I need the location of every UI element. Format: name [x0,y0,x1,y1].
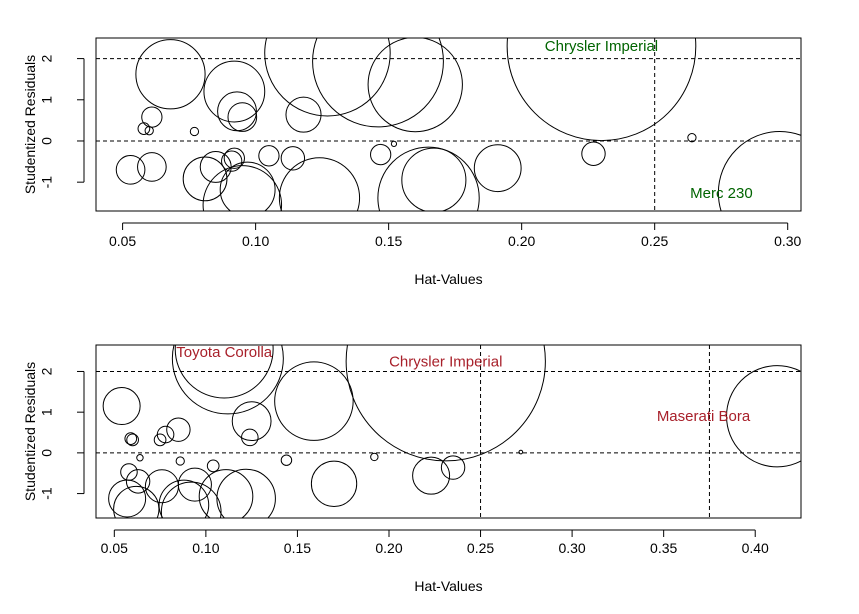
data-point [102,387,141,426]
point-annotation: Chrysler Imperial [389,353,502,370]
x-axis-title: Hat-Values [414,578,482,594]
x-tick-label: 0.30 [558,540,585,556]
data-point [473,144,522,193]
data-point [203,60,266,123]
point-annotation: Toyota Corolla [176,344,273,361]
data-point [141,106,163,128]
data-point [136,454,144,462]
data-point [124,432,138,445]
x-tick-label: 0.20 [508,233,535,249]
data-point [202,165,283,211]
data-point [217,91,257,132]
x-tick-label: 0.05 [101,540,128,556]
data-point [166,417,191,442]
data-point [726,365,801,468]
plot-frame [95,344,802,519]
data-point [280,146,306,171]
point-annotation: Chrysler Imperial [545,38,658,55]
data-point [125,469,151,494]
y-tick-label: -1 [39,176,55,189]
data-point [198,469,254,518]
data-point [687,133,697,143]
data-point [274,361,354,441]
plot-frame [95,37,802,212]
y-tick-label: 1 [39,408,55,416]
data-point [370,452,379,462]
data-point [120,463,138,481]
data-point [401,147,467,211]
data-point [189,126,200,137]
data-point [156,425,175,444]
data-point [390,140,398,147]
data-point [264,38,391,117]
data-point [144,469,179,504]
y-axis-title: Studentized Residuals [22,362,38,501]
data-point [717,131,801,211]
data-point [518,449,524,455]
data-point [370,143,392,166]
y-tick-label: -1 [39,487,55,500]
data-point [160,481,222,518]
x-tick-label: 0.05 [109,233,136,249]
data-point [278,157,361,211]
data-point [126,433,139,447]
data-point [137,152,167,182]
x-tick-label: 0.30 [774,233,801,249]
data-point [345,345,546,462]
data-point [223,147,245,169]
data-point [137,122,151,135]
influence-plot-top: 0.05 0.10 0.15 0.20 0.25 0.30 -1 0 1 2 Hat-Values S… [22,37,802,287]
data-point [171,345,284,415]
point-annotation: Maserati Bora [657,408,751,425]
y-tick-label: 2 [39,54,55,62]
x-tick-label: 0.15 [375,233,402,249]
data-point [258,145,280,167]
data-point [177,467,212,502]
x-tick-label: 0.10 [192,540,219,556]
data-point [221,150,243,172]
data-point [581,141,606,166]
bubble-points [102,345,801,518]
x-axis-title: Hat-Values [414,271,482,287]
data-point [440,455,466,480]
data-point [367,38,463,133]
x-tick-label: 0.10 [242,233,269,249]
y-tick-label: 0 [39,137,55,145]
data-point [175,456,185,466]
data-point [199,150,232,183]
y-tick-label: 2 [39,367,55,375]
data-point [153,433,167,447]
data-point [158,479,210,518]
data-point [227,102,258,132]
data-point [216,468,276,518]
point-annotation: Merc 230 [690,185,753,202]
data-point [135,39,206,110]
x-tick-label: 0.15 [284,540,311,556]
bubble-points [115,38,801,211]
data-point [506,38,697,142]
data-point [285,96,322,133]
data-point [310,460,358,507]
x-tick-label: 0.25 [641,233,668,249]
data-point [115,154,146,185]
data-point [241,428,259,447]
data-point [174,345,274,399]
data-point [377,146,480,211]
y-axis-title: Studentized Residuals [22,55,38,194]
data-point [231,401,272,442]
data-point [206,459,220,473]
x-tick-label: 0.35 [650,540,677,556]
x-tick-label: 0.40 [742,540,769,556]
data-point [312,38,444,128]
data-point [280,454,293,466]
x-tick-label: 0.25 [467,540,494,556]
y-tick-label: 1 [39,96,55,104]
data-point [219,161,276,211]
influence-plot-bottom: 0.05 0.10 0.15 0.20 0.25 0.30 0.35 0.40 -1 0 1 2 Hat… [22,344,802,594]
x-tick-label: 0.20 [375,540,402,556]
data-point [412,456,451,495]
y-tick-label: 0 [39,449,55,457]
data-point [182,156,228,202]
